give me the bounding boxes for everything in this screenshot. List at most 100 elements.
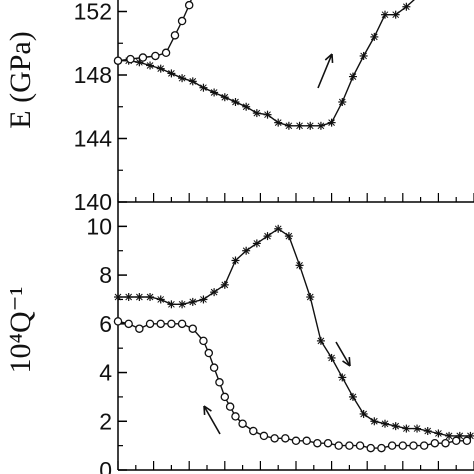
star-d2: [264, 232, 271, 240]
top-point-circle: [151, 51, 160, 61]
annotation-arrow-up: [317, 53, 334, 89]
top-point-circle: [113, 56, 123, 65]
bottom-point-circle: [135, 324, 144, 333]
bottom-point-circle: [366, 443, 376, 453]
star-d2: [370, 33, 378, 41]
top-point-circle: [161, 48, 171, 58]
star-d2: [221, 93, 229, 101]
bottom-point-circle: [124, 319, 133, 329]
top-point-star: [252, 109, 261, 118]
bottom-point-star: [210, 288, 219, 297]
bottom-point-circle: [225, 402, 235, 411]
bottom-point-circle: [259, 431, 269, 441]
top-point-star: [146, 61, 155, 70]
star-d2: [403, 3, 410, 11]
star-d2: [146, 62, 154, 69]
star-d2: [381, 11, 389, 19]
star-d2: [349, 73, 357, 80]
bottom-point-circle: [387, 441, 397, 450]
bottom-point-star: [381, 419, 389, 428]
bottom-y-tick-label: 6: [99, 311, 112, 337]
bottom-point-circle: [451, 436, 461, 446]
star-d2: [328, 119, 335, 126]
bottom-point-star: [114, 293, 122, 302]
top-point-star: [242, 102, 251, 111]
star-d2: [242, 103, 250, 111]
star-d2: [285, 122, 293, 130]
star-d2: [328, 354, 335, 362]
star-d2: [146, 293, 154, 301]
bottom-point-star: [242, 246, 251, 255]
top-point-star: [156, 64, 165, 73]
star-d2: [125, 293, 133, 301]
top-point-star: [284, 121, 293, 130]
bottom-point-circle: [398, 441, 408, 450]
bottom-y-tick-label: 2: [99, 408, 112, 434]
top-point-star: [178, 74, 187, 83]
top-point-circle: [170, 31, 180, 40]
top-point-circle: [126, 54, 135, 64]
star-d2: [381, 420, 389, 428]
bottom-point-circle: [355, 441, 365, 450]
bottom-point-star: [156, 295, 165, 304]
bottom-point-star: [391, 422, 400, 431]
star-d2: [360, 52, 367, 60]
bottom-point-circle: [302, 436, 311, 446]
star-d2: [232, 98, 239, 106]
annotation-arrow-back-head2: [203, 405, 206, 416]
star-d2: [317, 122, 325, 130]
bottom-point-circle: [167, 319, 176, 329]
annotation-arrow-up-head2: [324, 53, 333, 61]
bottom-point-circle: [204, 348, 214, 358]
bottom-point-star: [316, 336, 325, 345]
star-d2: [317, 337, 325, 345]
bottom-point-circle: [409, 441, 418, 450]
bottom-point-circle: [377, 443, 386, 453]
bottom-point-circle: [313, 438, 322, 448]
star-d2: [168, 70, 175, 77]
bottom-point-star: [434, 429, 443, 438]
top-point-circle: [177, 16, 187, 26]
top-point-star: [231, 97, 240, 106]
bottom-point-star: [199, 295, 208, 304]
bottom-point-circle: [441, 438, 450, 448]
star-d2: [296, 122, 303, 130]
bottom-point-circle: [188, 324, 198, 333]
bottom-panel: 0 2 4 6 8 10: [86, 202, 474, 474]
star-d2: [189, 298, 197, 306]
star-d2: [178, 300, 186, 308]
star-d2: [306, 293, 314, 301]
bottom-point-circle: [177, 319, 187, 329]
bottom-point-star: [370, 417, 379, 426]
bottom-point-circle: [281, 434, 290, 443]
star-d2: [370, 417, 378, 425]
star-d2: [296, 261, 303, 269]
bottom-y-axis-title: 10⁴Q⁻¹: [4, 287, 37, 374]
top-point-star: [167, 69, 176, 78]
annotation-arrow-up-shaft: [317, 53, 333, 89]
top-series-star-line: [118, 0, 415, 127]
star-d2: [435, 430, 442, 437]
top-point-star: [316, 121, 325, 130]
bottom-point-circle: [291, 436, 301, 446]
bottom-point-star: [178, 300, 187, 309]
bottom-point-star: [338, 373, 347, 382]
bottom-point-circle: [419, 441, 429, 450]
star-d2: [157, 296, 165, 303]
bottom-point-circle: [430, 438, 440, 448]
bottom-point-star: [188, 297, 197, 306]
bottom-point-star: [252, 239, 261, 248]
bottom-point-star: [135, 293, 144, 302]
star-d2: [274, 119, 282, 126]
star-d2: [392, 11, 400, 19]
top-y-tick-label: 152: [74, 0, 112, 25]
star-d2: [221, 281, 229, 289]
bottom-point-circle: [345, 441, 354, 450]
bottom-point-star: [445, 431, 454, 440]
bottom-point-star: [413, 424, 422, 433]
bottom-point-circle: [462, 436, 472, 446]
bottom-point-star: [220, 280, 229, 289]
bottom-point-star: [124, 293, 133, 302]
top-point-circle: [184, 0, 194, 10]
bottom-point-circle: [156, 319, 165, 329]
